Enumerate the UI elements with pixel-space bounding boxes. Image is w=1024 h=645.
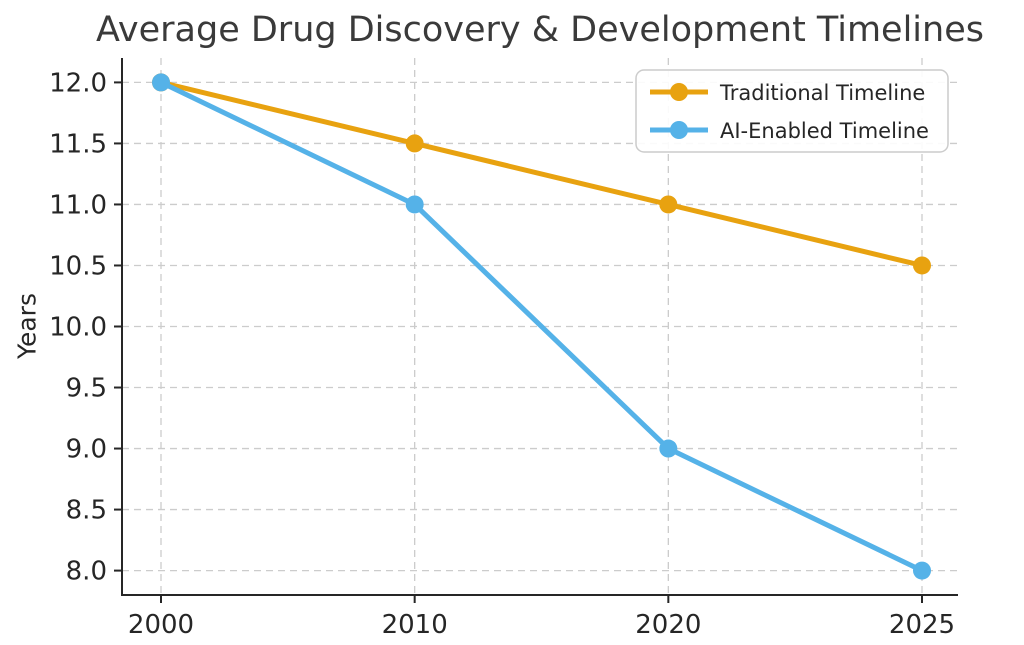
x-tick-label: 2025	[889, 610, 955, 640]
series-marker-ai-enabled-timeline	[405, 195, 424, 214]
y-tick-label: 10.0	[49, 313, 107, 343]
series-marker-traditional-timeline	[659, 195, 678, 214]
y-axis-label: Years	[12, 293, 42, 359]
series-marker-traditional-timeline	[405, 134, 424, 153]
legend-label-ai-enabled-timeline: AI-Enabled Timeline	[720, 119, 929, 143]
legend-marker-traditional-timeline	[670, 83, 688, 101]
legend-marker-ai-enabled-timeline	[670, 121, 688, 139]
y-tick-label: 11.5	[49, 129, 107, 159]
series-marker-ai-enabled-timeline	[913, 561, 931, 580]
series-line-traditional-timeline	[158, 79, 925, 268]
series-marker-ai-enabled-timeline	[659, 439, 678, 458]
y-tick-label: 9.5	[66, 374, 107, 404]
y-tick-label: 8.5	[66, 496, 107, 526]
series-line-ai-enabled-timeline	[158, 79, 925, 574]
y-tick-label: 9.0	[66, 435, 107, 465]
series-marker-ai-enabled-timeline	[152, 73, 170, 92]
y-tick-label: 8.0	[66, 557, 107, 587]
y-tick-label: 12.0	[49, 68, 107, 98]
y-tick-label: 11.0	[49, 190, 107, 220]
x-tick-label: 2010	[382, 610, 448, 640]
series-marker-traditional-timeline	[913, 256, 931, 275]
legend-box	[635, 69, 949, 153]
x-tick-label: 2020	[635, 610, 701, 640]
x-tick-label: 2000	[128, 610, 194, 640]
chart-title: Average Drug Discovery & Development Tim…	[96, 10, 984, 50]
legend-label-traditional-timeline: Traditional Timeline	[719, 81, 925, 105]
y-tick-label: 10.5	[49, 251, 107, 281]
